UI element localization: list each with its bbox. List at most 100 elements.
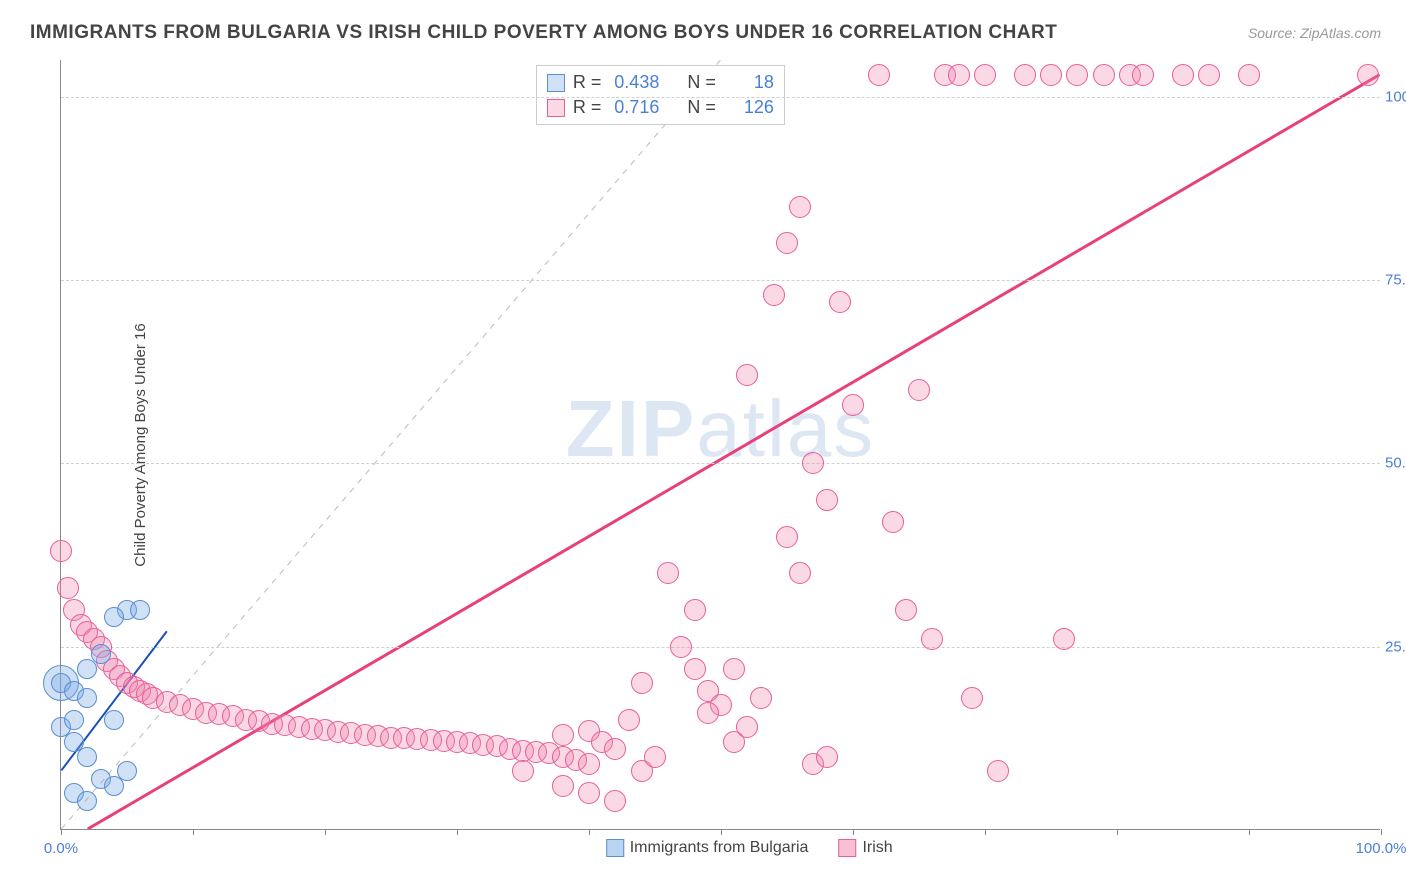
scatter-point-irish bbox=[57, 577, 79, 599]
watermark-bold: ZIP bbox=[566, 384, 696, 473]
scatter-point-irish bbox=[631, 672, 653, 694]
scatter-point-irish bbox=[868, 64, 890, 86]
r-label: R = bbox=[573, 72, 602, 93]
x-tick-label: 0.0% bbox=[44, 840, 78, 857]
scatter-point-irish bbox=[974, 64, 996, 86]
x-tick-label: 100.0% bbox=[1356, 840, 1406, 857]
swatch-bulgaria bbox=[547, 74, 565, 92]
scatter-point-irish bbox=[604, 738, 626, 760]
n-value-irish: 126 bbox=[724, 97, 774, 118]
stats-row-bulgaria: R = 0.438 N = 18 bbox=[547, 70, 774, 95]
scatter-point-irish bbox=[736, 716, 758, 738]
scatter-point-irish bbox=[723, 658, 745, 680]
y-tick-label: 50.0% bbox=[1385, 455, 1406, 472]
watermark: ZIPatlas bbox=[566, 383, 875, 475]
x-tick-mark bbox=[1117, 829, 1118, 835]
scatter-point-irish bbox=[1132, 64, 1154, 86]
scatter-point-bulgaria bbox=[104, 607, 124, 627]
x-tick-mark bbox=[61, 829, 62, 835]
scatter-point-irish bbox=[802, 452, 824, 474]
scatter-point-bulgaria bbox=[77, 747, 97, 767]
scatter-point-bulgaria bbox=[117, 761, 137, 781]
source-link[interactable]: ZipAtlas.com bbox=[1300, 25, 1381, 41]
scatter-point-irish bbox=[618, 709, 640, 731]
legend-swatch bbox=[606, 839, 624, 857]
gridline-h bbox=[61, 280, 1380, 281]
y-tick-label: 25.0% bbox=[1385, 638, 1406, 655]
scatter-point-irish bbox=[842, 394, 864, 416]
scatter-point-irish bbox=[657, 562, 679, 584]
scatter-point-irish bbox=[895, 599, 917, 621]
scatter-point-irish bbox=[578, 782, 600, 804]
n-value-bulgaria: 18 bbox=[724, 72, 774, 93]
scatter-point-irish bbox=[776, 232, 798, 254]
scatter-point-irish bbox=[552, 724, 574, 746]
scatter-point-irish bbox=[789, 196, 811, 218]
scatter-point-irish bbox=[908, 379, 930, 401]
x-tick-mark bbox=[721, 829, 722, 835]
scatter-point-irish bbox=[1014, 64, 1036, 86]
x-tick-mark bbox=[853, 829, 854, 835]
scatter-point-irish bbox=[697, 702, 719, 724]
scatter-point-irish bbox=[50, 540, 72, 562]
gridline-h bbox=[61, 463, 1380, 464]
legend-label: Immigrants from Bulgaria bbox=[630, 839, 809, 857]
legend-item: Irish bbox=[838, 839, 892, 857]
scatter-point-irish bbox=[578, 753, 600, 775]
scatter-point-irish bbox=[736, 364, 758, 386]
legend-label: Irish bbox=[862, 839, 892, 857]
y-axis-title: Child Poverty Among Boys Under 16 bbox=[132, 323, 149, 566]
source-attribution: Source: ZipAtlas.com bbox=[1248, 25, 1381, 41]
chart-title: IMMIGRANTS FROM BULGARIA VS IRISH CHILD … bbox=[30, 22, 1057, 44]
scatter-point-irish bbox=[1357, 64, 1379, 86]
scatter-point-irish bbox=[948, 64, 970, 86]
scatter-point-irish bbox=[1172, 64, 1194, 86]
scatter-point-bulgaria bbox=[91, 644, 111, 664]
scatter-point-irish bbox=[763, 284, 785, 306]
scatter-point-irish bbox=[1238, 64, 1260, 86]
y-tick-label: 75.0% bbox=[1385, 272, 1406, 289]
scatter-point-bulgaria bbox=[64, 710, 84, 730]
scatter-point-irish bbox=[1053, 628, 1075, 650]
source-label: Source: bbox=[1248, 25, 1296, 41]
scatter-point-irish bbox=[987, 760, 1009, 782]
scatter-point-irish bbox=[684, 599, 706, 621]
x-tick-mark bbox=[325, 829, 326, 835]
scatter-point-irish bbox=[684, 658, 706, 680]
legend-item: Immigrants from Bulgaria bbox=[606, 839, 809, 857]
x-tick-mark bbox=[457, 829, 458, 835]
legend-bottom: Immigrants from Bulgaria Irish bbox=[606, 839, 893, 857]
x-tick-mark bbox=[589, 829, 590, 835]
scatter-point-irish bbox=[1066, 64, 1088, 86]
scatter-point-irish bbox=[816, 489, 838, 511]
scatter-point-irish bbox=[961, 687, 983, 709]
scatter-point-irish bbox=[670, 636, 692, 658]
x-tick-mark bbox=[1381, 829, 1382, 835]
scatter-point-irish bbox=[512, 760, 534, 782]
legend-swatch bbox=[838, 839, 856, 857]
y-tick-label: 100.0% bbox=[1385, 88, 1406, 105]
swatch-irish bbox=[547, 99, 565, 117]
n-label: N = bbox=[687, 72, 716, 93]
scatter-point-bulgaria bbox=[130, 600, 150, 620]
scatter-point-irish bbox=[1040, 64, 1062, 86]
scatter-point-irish bbox=[644, 746, 666, 768]
scatter-point-bulgaria bbox=[77, 791, 97, 811]
x-tick-mark bbox=[193, 829, 194, 835]
r-value-irish: 0.716 bbox=[609, 97, 659, 118]
r-value-bulgaria: 0.438 bbox=[609, 72, 659, 93]
gridline-h bbox=[61, 647, 1380, 648]
plot-area: Child Poverty Among Boys Under 16 ZIPatl… bbox=[60, 60, 1380, 830]
scatter-point-bulgaria bbox=[77, 688, 97, 708]
scatter-point-irish bbox=[829, 291, 851, 313]
gridline-h bbox=[61, 97, 1380, 98]
n-label: N = bbox=[687, 97, 716, 118]
r-label: R = bbox=[573, 97, 602, 118]
x-tick-mark bbox=[985, 829, 986, 835]
scatter-point-irish bbox=[552, 775, 574, 797]
scatter-point-bulgaria bbox=[104, 710, 124, 730]
scatter-point-irish bbox=[921, 628, 943, 650]
scatter-point-irish bbox=[604, 790, 626, 812]
scatter-point-irish bbox=[776, 526, 798, 548]
scatter-point-irish bbox=[789, 562, 811, 584]
